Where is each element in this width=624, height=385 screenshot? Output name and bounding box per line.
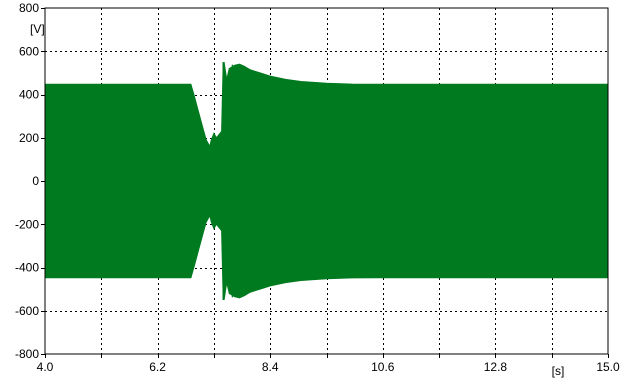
x-tick-label: 6.2 <box>149 360 166 374</box>
y-tick-label: 200 <box>19 131 39 145</box>
tick-marks <box>41 8 609 358</box>
tick-labels: 4.0 6.2 8.4 10.6 12.8 15.0 800 600 400 200 0 -200 -4… <box>15 1 620 374</box>
y-tick-label: -200 <box>15 217 39 231</box>
series-layer <box>44 61 609 301</box>
x-tick-label: 4.0 <box>37 360 54 374</box>
x-unit-label: [s] <box>552 364 565 378</box>
y-unit-label: [V] <box>30 22 45 36</box>
x-tick-label: 10.6 <box>371 360 395 374</box>
x-tick-label: 12.8 <box>484 360 508 374</box>
voltage-series-band <box>44 61 609 301</box>
y-tick-label: -400 <box>15 261 39 275</box>
y-tick-label: 0 <box>32 174 39 188</box>
y-tick-label: -800 <box>15 347 39 361</box>
x-tick-label: 8.4 <box>262 360 279 374</box>
y-tick-label: 400 <box>19 88 39 102</box>
y-tick-label: 600 <box>19 44 39 58</box>
y-tick-label: 800 <box>19 1 39 15</box>
y-tick-label: -600 <box>15 304 39 318</box>
x-tick-label: 15.0 <box>596 360 620 374</box>
